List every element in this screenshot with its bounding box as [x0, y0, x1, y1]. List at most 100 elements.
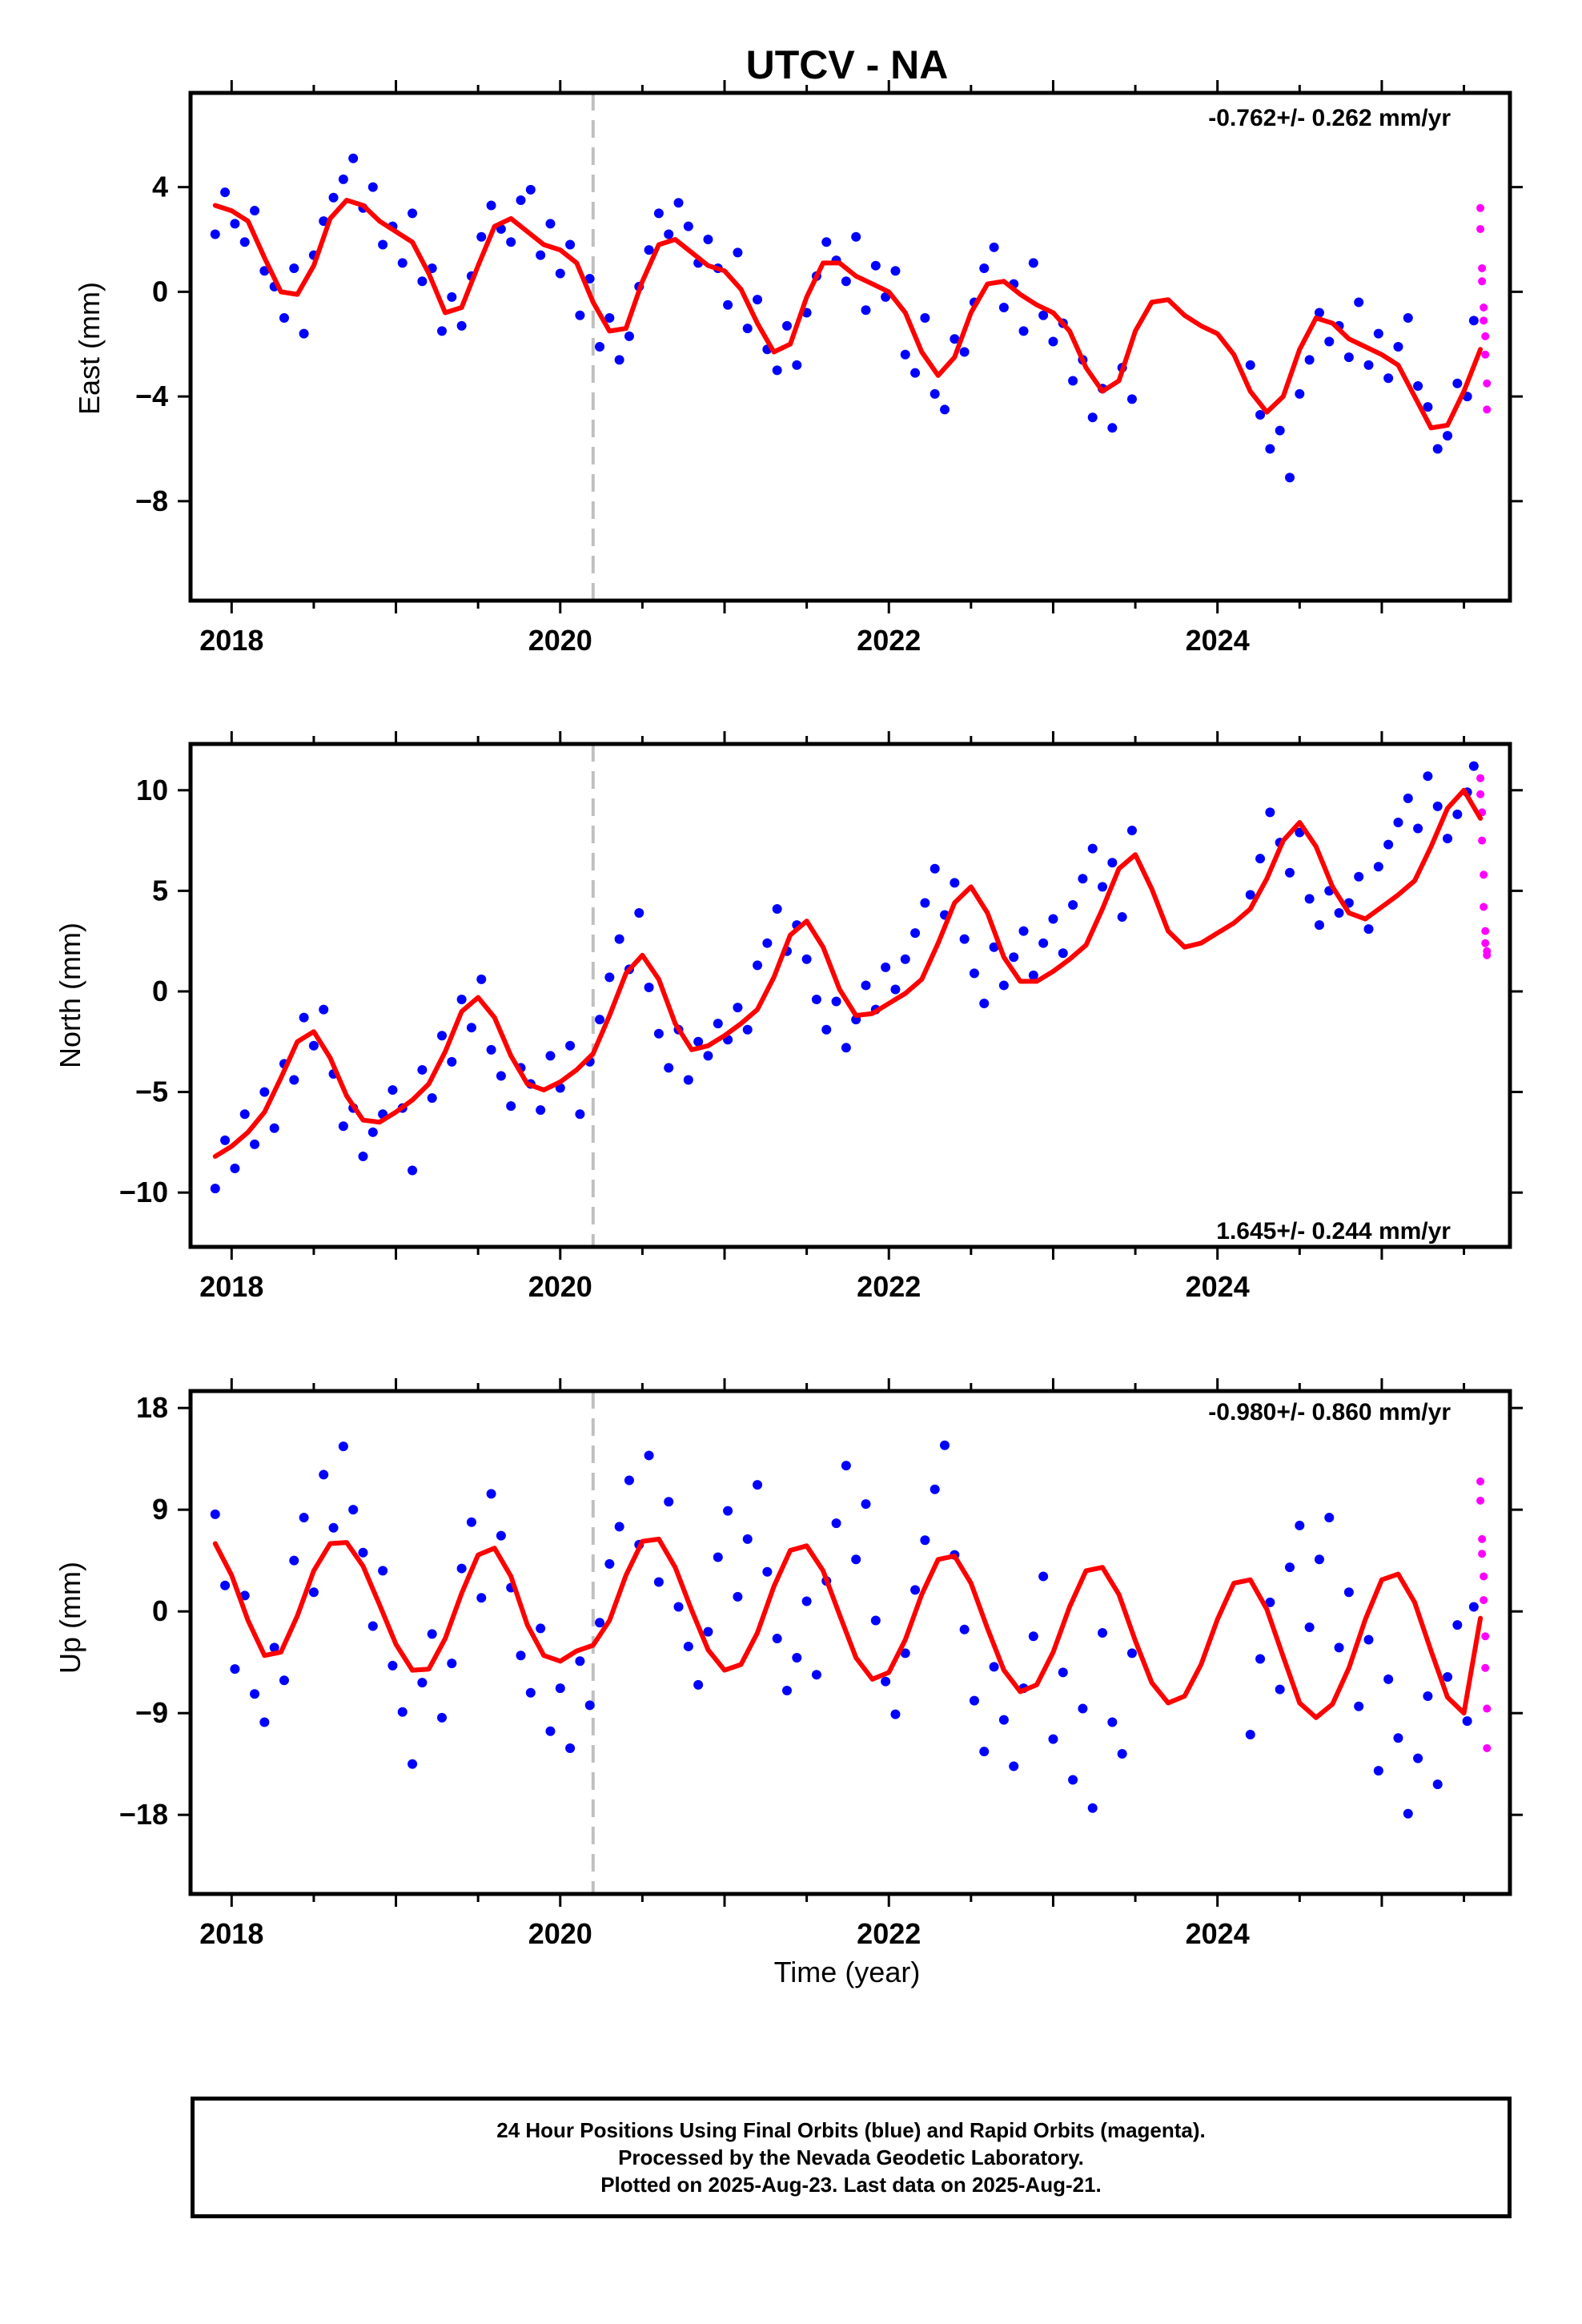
- figure-title: UTCV - NA: [746, 42, 949, 87]
- east-rapid-point: [1478, 263, 1487, 272]
- north-panel: North (mm) 1.645+/- 0.244 mm/yr 2018 2020…: [54, 731, 1523, 1303]
- up-final-point: [1126, 1648, 1137, 1659]
- east-final-point: [447, 292, 457, 302]
- north-final-point: [358, 1151, 368, 1161]
- up-final-point: [1363, 1634, 1374, 1645]
- up-final-point: [545, 1726, 556, 1736]
- east-y-tick-label: 0: [152, 275, 168, 308]
- east-final-point: [1452, 378, 1463, 388]
- north-final-point: [900, 954, 910, 964]
- east-final-point: [1255, 409, 1266, 420]
- east-final-point: [299, 328, 309, 339]
- north-final-point: [910, 928, 921, 939]
- north-final-point: [713, 1019, 723, 1029]
- east-rapid-point: [1483, 405, 1492, 414]
- east-final-point: [998, 302, 1009, 312]
- north-final-point: [1107, 858, 1118, 868]
- east-final-point: [1284, 472, 1295, 483]
- north-final-point: [437, 1031, 448, 1041]
- up-final-point: [1068, 1775, 1078, 1785]
- north-final-point: [456, 995, 467, 1005]
- east-final-point: [367, 182, 378, 192]
- up-final-point: [920, 1535, 930, 1546]
- up-final-point: [1468, 1602, 1479, 1612]
- up-x-tick-label: 2020: [528, 1917, 592, 1950]
- up-final-point: [979, 1747, 990, 1757]
- up-final-point: [772, 1634, 782, 1644]
- up-rapid-point: [1481, 1632, 1490, 1641]
- north-final-point: [1038, 938, 1049, 948]
- east-rate-label: -0.762+/- 0.262 mm/yr: [1208, 105, 1451, 131]
- east-plot-area: [210, 153, 1492, 483]
- north-final-point: [1403, 793, 1413, 803]
- north-final-point: [595, 1015, 605, 1025]
- east-final-point: [545, 219, 556, 229]
- north-x-tick-label: 2024: [1186, 1270, 1250, 1303]
- east-final-point: [841, 276, 851, 287]
- up-final-point: [456, 1563, 467, 1574]
- east-final-point: [456, 320, 467, 331]
- north-final-point: [575, 1109, 585, 1120]
- north-final-point: [1383, 839, 1394, 850]
- east-final-point: [861, 305, 871, 316]
- north-final-point: [496, 1071, 506, 1081]
- up-plot-area: [210, 1440, 1492, 1819]
- up-final-point: [536, 1623, 546, 1634]
- up-final-point: [269, 1642, 279, 1653]
- east-final-point: [397, 258, 408, 268]
- east-y-tick-label: −4: [135, 380, 168, 412]
- north-final-point: [979, 999, 990, 1009]
- north-final-point: [653, 1028, 664, 1039]
- east-final-point: [348, 153, 359, 163]
- up-final-point: [1009, 1761, 1019, 1771]
- north-final-point: [536, 1105, 546, 1116]
- up-final-point: [1452, 1620, 1463, 1630]
- north-y-tick-label: 0: [152, 975, 168, 1007]
- up-final-point: [693, 1679, 704, 1690]
- north-rapid-point: [1476, 774, 1485, 782]
- east-final-point: [1295, 388, 1305, 399]
- up-final-point: [496, 1530, 506, 1541]
- up-final-point: [575, 1656, 585, 1667]
- east-final-point: [664, 229, 674, 239]
- north-x-tick-label: 2018: [199, 1270, 263, 1303]
- east-final-point: [979, 263, 990, 273]
- up-final-point: [1314, 1554, 1324, 1565]
- up-final-point: [486, 1489, 496, 1499]
- north-final-point: [762, 938, 773, 948]
- north-final-point: [634, 908, 644, 919]
- north-final-point: [683, 1075, 693, 1085]
- north-final-point: [239, 1109, 250, 1120]
- up-final-point: [930, 1484, 940, 1494]
- east-final-point: [703, 235, 713, 245]
- x-axis-label: Time (year): [774, 1956, 921, 1988]
- up-final-point: [338, 1441, 348, 1452]
- up-final-point: [969, 1695, 979, 1706]
- north-final-point: [1087, 843, 1098, 854]
- north-final-point: [821, 1024, 832, 1035]
- east-final-point: [565, 239, 576, 250]
- up-rapid-point: [1476, 1477, 1485, 1486]
- up-y-tick-label: 9: [152, 1493, 168, 1526]
- east-final-point: [525, 184, 536, 195]
- east-x-tick-label: 2018: [199, 624, 263, 657]
- up-final-point: [1058, 1667, 1068, 1678]
- up-final-point: [900, 1648, 910, 1659]
- east-final-point: [417, 276, 428, 287]
- north-final-point: [1413, 823, 1423, 834]
- up-final-point: [1028, 1631, 1038, 1642]
- up-final-point: [1087, 1803, 1098, 1813]
- north-final-point: [693, 1036, 704, 1047]
- east-final-point: [723, 300, 733, 310]
- east-final-point: [486, 200, 496, 211]
- east-rapid-point: [1476, 224, 1485, 233]
- east-rapid-point: [1480, 303, 1488, 312]
- up-final-point: [998, 1715, 1009, 1725]
- footer-line-1: 24 Hour Positions Using Final Orbits (bl…: [496, 2118, 1206, 2142]
- east-final-point: [733, 247, 743, 258]
- east-final-point: [378, 239, 388, 250]
- east-final-point: [959, 347, 970, 357]
- north-final-point: [466, 1023, 476, 1033]
- east-final-point: [1468, 316, 1479, 326]
- up-final-point: [1265, 1597, 1275, 1607]
